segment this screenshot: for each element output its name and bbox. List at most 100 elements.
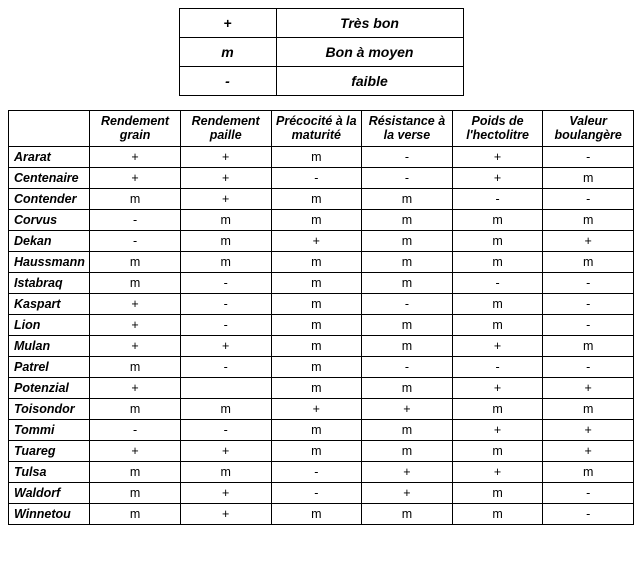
legend-symbol: - bbox=[179, 67, 276, 96]
legend-symbol: + bbox=[179, 9, 276, 38]
cell-value: m bbox=[271, 209, 362, 230]
cell-value: m bbox=[90, 503, 181, 524]
cell-value: m bbox=[271, 251, 362, 272]
column-header: Précocité à la maturité bbox=[271, 111, 362, 147]
table-row: Potenzial+mm++ bbox=[9, 377, 634, 398]
cell-value: - bbox=[362, 146, 453, 167]
cell-value: - bbox=[90, 419, 181, 440]
cell-value: - bbox=[180, 356, 271, 377]
cell-value: m bbox=[271, 314, 362, 335]
column-header: Rendement grain bbox=[90, 111, 181, 147]
cell-value: m bbox=[543, 251, 634, 272]
cell-value: m bbox=[90, 482, 181, 503]
cell-value: m bbox=[452, 482, 543, 503]
row-name: Waldorf bbox=[9, 482, 90, 503]
row-name: Tommi bbox=[9, 419, 90, 440]
cell-value: + bbox=[180, 335, 271, 356]
table-row: Lion+-mmm- bbox=[9, 314, 634, 335]
legend-label: faible bbox=[276, 67, 463, 96]
cell-value: m bbox=[271, 419, 362, 440]
cell-value: + bbox=[180, 167, 271, 188]
cell-value: m bbox=[90, 188, 181, 209]
cell-value: m bbox=[543, 461, 634, 482]
cell-value: m bbox=[180, 461, 271, 482]
cell-value: + bbox=[452, 146, 543, 167]
cell-value: + bbox=[362, 398, 453, 419]
table-row: Istabraqm-mm-- bbox=[9, 272, 634, 293]
cell-value: + bbox=[543, 419, 634, 440]
cell-value: m bbox=[362, 335, 453, 356]
legend-row: mBon à moyen bbox=[179, 38, 463, 67]
cell-value: m bbox=[452, 503, 543, 524]
cell-value: - bbox=[543, 356, 634, 377]
cell-value: m bbox=[90, 461, 181, 482]
cell-value: m bbox=[180, 230, 271, 251]
legend-label: Très bon bbox=[276, 9, 463, 38]
cell-value: - bbox=[271, 482, 362, 503]
cell-value: - bbox=[543, 482, 634, 503]
cell-value: m bbox=[180, 398, 271, 419]
cell-value: m bbox=[90, 398, 181, 419]
cell-value: + bbox=[90, 146, 181, 167]
cell-value: m bbox=[543, 167, 634, 188]
cell-value: + bbox=[90, 293, 181, 314]
cell-value: - bbox=[543, 314, 634, 335]
row-name: Tulsa bbox=[9, 461, 90, 482]
row-name: Corvus bbox=[9, 209, 90, 230]
cell-value: m bbox=[362, 419, 453, 440]
cell-value: m bbox=[271, 440, 362, 461]
table-row: Tommi--mm++ bbox=[9, 419, 634, 440]
cell-value: - bbox=[180, 419, 271, 440]
cell-value: m bbox=[90, 251, 181, 272]
cell-value: - bbox=[543, 188, 634, 209]
table-row: Dekan-m+mm+ bbox=[9, 230, 634, 251]
cell-value: + bbox=[452, 335, 543, 356]
cell-value: m bbox=[362, 377, 453, 398]
row-name: Toisondor bbox=[9, 398, 90, 419]
row-name: Istabraq bbox=[9, 272, 90, 293]
data-table: Rendement grainRendement paillePrécocité… bbox=[8, 110, 634, 525]
cell-value: - bbox=[452, 356, 543, 377]
cell-value: - bbox=[180, 314, 271, 335]
cell-value: m bbox=[543, 209, 634, 230]
row-name: Mulan bbox=[9, 335, 90, 356]
cell-value: + bbox=[543, 230, 634, 251]
table-row: Kaspart+-m-m- bbox=[9, 293, 634, 314]
cell-value: m bbox=[271, 272, 362, 293]
cell-value: + bbox=[452, 461, 543, 482]
cell-value: - bbox=[543, 503, 634, 524]
table-row: Ararat++m-+- bbox=[9, 146, 634, 167]
cell-value: m bbox=[180, 209, 271, 230]
cell-value: m bbox=[271, 356, 362, 377]
cell-value: m bbox=[452, 398, 543, 419]
legend-container: +Très bonmBon à moyen-faible bbox=[8, 8, 634, 96]
cell-value: + bbox=[180, 503, 271, 524]
header-row: Rendement grainRendement paillePrécocité… bbox=[9, 111, 634, 147]
table-row: Contenderm+mm-- bbox=[9, 188, 634, 209]
cell-value: m bbox=[271, 293, 362, 314]
table-row: Haussmannmmmmmm bbox=[9, 251, 634, 272]
table-row: Tuareg++mmm+ bbox=[9, 440, 634, 461]
legend-label: Bon à moyen bbox=[276, 38, 463, 67]
column-header: Valeur boulangère bbox=[543, 111, 634, 147]
cell-value: m bbox=[543, 335, 634, 356]
column-header: Résistance à la verse bbox=[362, 111, 453, 147]
cell-value: - bbox=[452, 272, 543, 293]
cell-value: - bbox=[543, 272, 634, 293]
cell-value: + bbox=[452, 167, 543, 188]
cell-value: m bbox=[452, 209, 543, 230]
cell-value: + bbox=[362, 461, 453, 482]
row-name: Ararat bbox=[9, 146, 90, 167]
cell-value: m bbox=[452, 251, 543, 272]
row-name: Centenaire bbox=[9, 167, 90, 188]
row-name: Contender bbox=[9, 188, 90, 209]
column-header: Poids de l'hectolitre bbox=[452, 111, 543, 147]
cell-value: m bbox=[362, 251, 453, 272]
cell-value: + bbox=[90, 377, 181, 398]
cell-value: + bbox=[452, 419, 543, 440]
cell-value: - bbox=[452, 188, 543, 209]
cell-value: m bbox=[452, 230, 543, 251]
cell-value: + bbox=[90, 167, 181, 188]
cell-value: + bbox=[180, 482, 271, 503]
cell-value: m bbox=[543, 398, 634, 419]
